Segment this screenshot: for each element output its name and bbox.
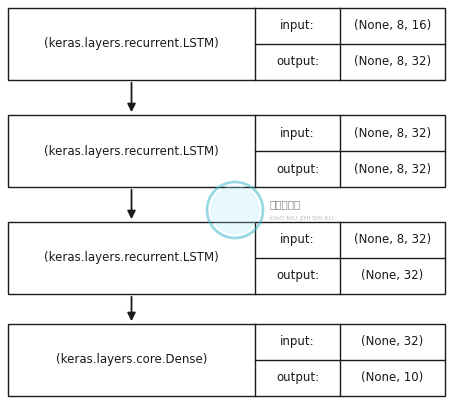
Circle shape bbox=[211, 186, 259, 234]
Text: (None, 32): (None, 32) bbox=[361, 336, 424, 348]
Text: output:: output: bbox=[276, 162, 319, 176]
Text: input:: input: bbox=[280, 336, 315, 348]
Text: (None, 8, 32): (None, 8, 32) bbox=[354, 234, 431, 246]
Text: XIAO NIU ZHI SHI KU: XIAO NIU ZHI SHI KU bbox=[269, 216, 333, 222]
Text: output:: output: bbox=[276, 56, 319, 68]
Bar bbox=[8, 8, 445, 80]
Text: (None, 32): (None, 32) bbox=[361, 270, 424, 282]
Text: (None, 8, 16): (None, 8, 16) bbox=[354, 20, 431, 32]
Text: 小牛知识库: 小牛知识库 bbox=[269, 199, 300, 209]
Text: output:: output: bbox=[276, 372, 319, 384]
Text: input:: input: bbox=[280, 234, 315, 246]
Bar bbox=[8, 115, 445, 187]
Text: (None, 8, 32): (None, 8, 32) bbox=[354, 126, 431, 140]
Text: (keras.layers.core.Dense): (keras.layers.core.Dense) bbox=[56, 354, 207, 366]
Text: (None, 10): (None, 10) bbox=[361, 372, 424, 384]
Text: (keras.layers.recurrent.LSTM): (keras.layers.recurrent.LSTM) bbox=[44, 38, 219, 50]
Text: (None, 8, 32): (None, 8, 32) bbox=[354, 162, 431, 176]
Text: (keras.layers.recurrent.LSTM): (keras.layers.recurrent.LSTM) bbox=[44, 144, 219, 158]
Text: output:: output: bbox=[276, 270, 319, 282]
Text: (None, 8, 32): (None, 8, 32) bbox=[354, 56, 431, 68]
Text: input:: input: bbox=[280, 20, 315, 32]
Bar bbox=[8, 222, 445, 294]
Text: input:: input: bbox=[280, 126, 315, 140]
Text: (keras.layers.recurrent.LSTM): (keras.layers.recurrent.LSTM) bbox=[44, 252, 219, 264]
Bar bbox=[8, 324, 445, 396]
